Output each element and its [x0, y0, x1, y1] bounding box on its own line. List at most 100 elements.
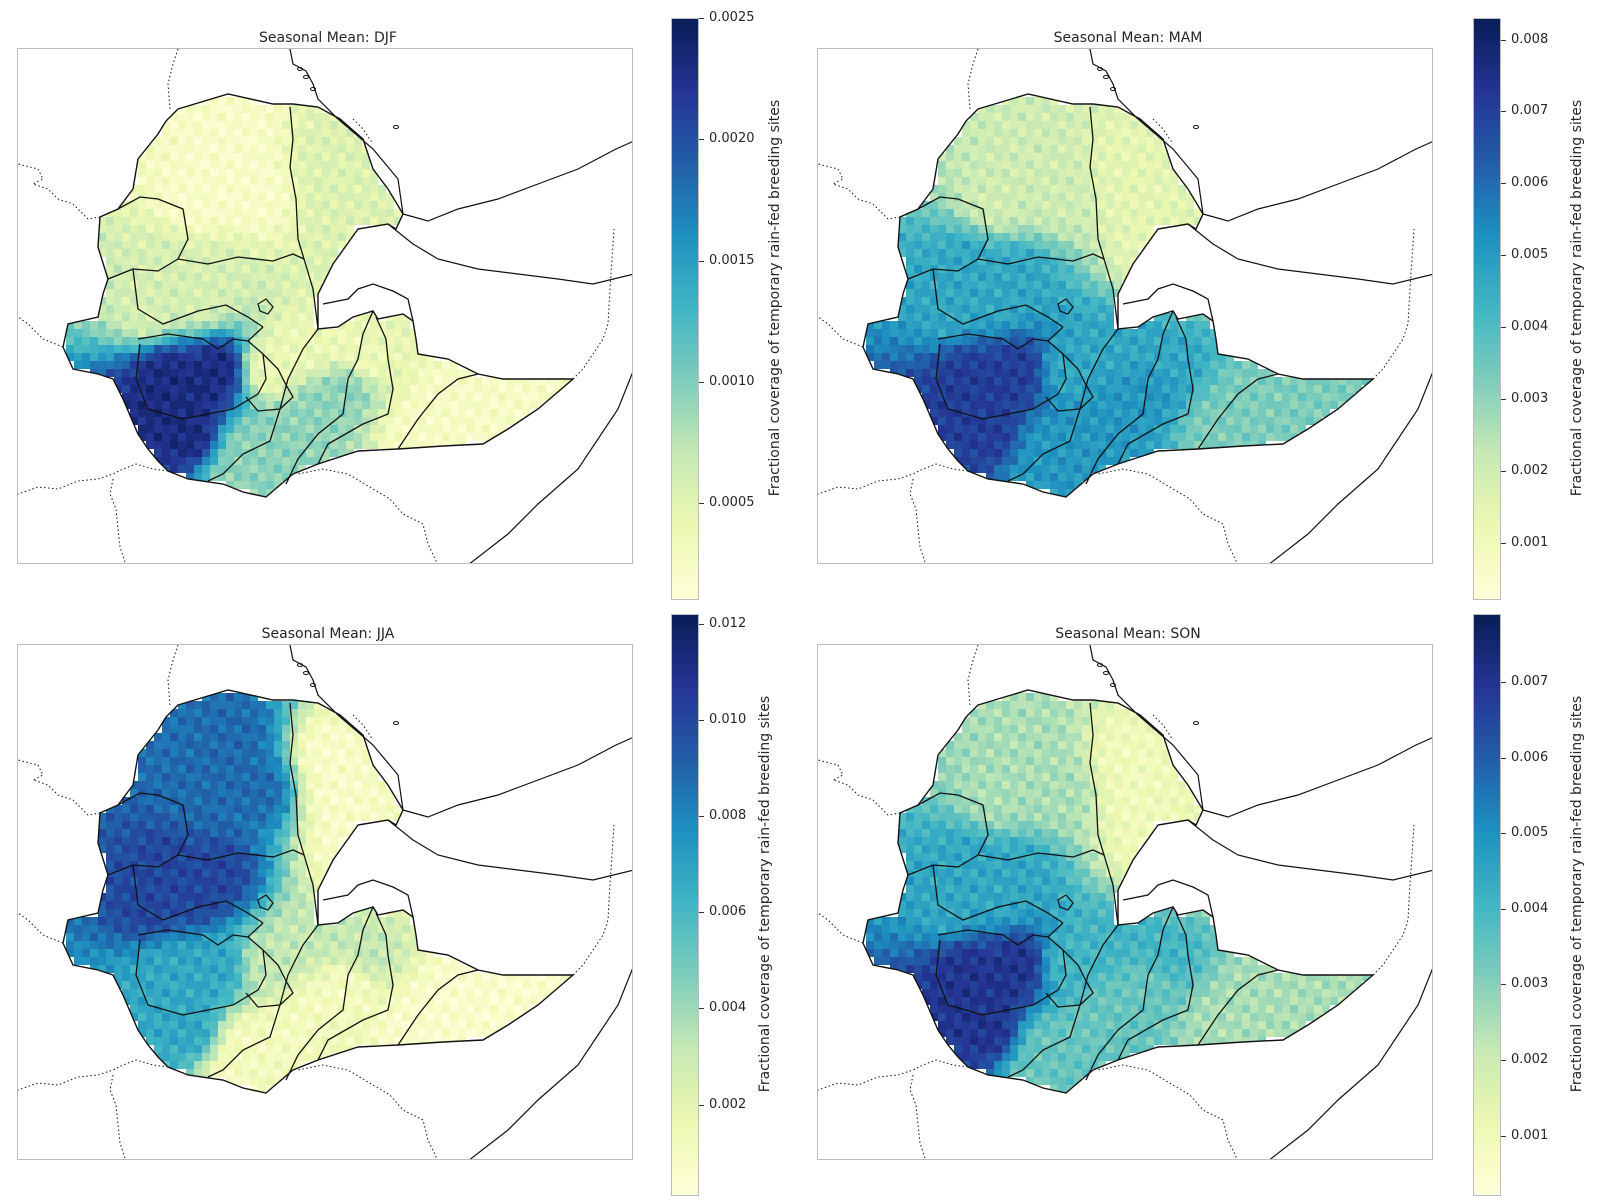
- raster-cell: [194, 177, 202, 185]
- raster-cell: [266, 225, 274, 233]
- raster-cell: [1066, 273, 1074, 281]
- raster-cell: [162, 1037, 170, 1045]
- raster-cell: [498, 1013, 506, 1021]
- raster-cell: [202, 765, 210, 773]
- raster-cell: [930, 393, 938, 401]
- raster-cell: [914, 361, 922, 369]
- raster-cell: [1018, 433, 1026, 441]
- raster-cell: [1178, 401, 1186, 409]
- raster-cell: [250, 1029, 258, 1037]
- raster-cell: [162, 209, 170, 217]
- raster-cell: [1250, 377, 1258, 385]
- raster-cell: [258, 225, 266, 233]
- raster-cell: [1066, 409, 1074, 417]
- raster-cell: [146, 837, 154, 845]
- raster-cell: [1122, 249, 1130, 257]
- raster-cell: [346, 441, 354, 449]
- raster-cell: [178, 1061, 186, 1069]
- raster-cell: [1298, 377, 1306, 385]
- raster-cell: [1114, 385, 1122, 393]
- raster-cell: [194, 1061, 202, 1069]
- raster-cell: [306, 725, 314, 733]
- raster-cell: [298, 337, 306, 345]
- raster-cell: [298, 797, 306, 805]
- raster-cell: [178, 225, 186, 233]
- raster-cell: [1266, 377, 1274, 385]
- raster-cell: [962, 297, 970, 305]
- raster-cell: [378, 933, 386, 941]
- raster-cell: [978, 105, 986, 113]
- raster-cell: [338, 409, 346, 417]
- raster-cell: [154, 1021, 162, 1029]
- raster-cell: [354, 209, 362, 217]
- raster-cell: [194, 257, 202, 265]
- raster-cell: [1170, 217, 1178, 225]
- raster-cell: [450, 401, 458, 409]
- raster-cell: [354, 797, 362, 805]
- raster-cell: [938, 249, 946, 257]
- raster-cell: [354, 1021, 362, 1029]
- raster-cell: [226, 949, 234, 957]
- raster-cell: [66, 329, 74, 337]
- raster-cell: [986, 377, 994, 385]
- raster-cell: [170, 997, 178, 1005]
- raster-cell: [226, 781, 234, 789]
- raster-cell: [170, 885, 178, 893]
- raster-cell: [162, 337, 170, 345]
- raster-cell: [114, 281, 122, 289]
- raster-cell: [218, 765, 226, 773]
- raster-cell: [1106, 129, 1114, 137]
- raster-cell: [898, 305, 906, 313]
- raster-cell: [122, 385, 130, 393]
- raster-cell: [170, 869, 178, 877]
- raster-cell: [178, 837, 186, 845]
- raster-cell: [1250, 401, 1258, 409]
- raster-cell: [378, 361, 386, 369]
- raster-cell: [1026, 473, 1034, 481]
- raster-cell: [1266, 417, 1274, 425]
- raster-cell: [434, 1037, 442, 1045]
- raster-cell: [162, 1005, 170, 1013]
- raster-cell: [346, 145, 354, 153]
- raster-cell: [1042, 281, 1050, 289]
- raster-cell: [282, 861, 290, 869]
- raster-cell: [1234, 433, 1242, 441]
- raster-cell: [1002, 177, 1010, 185]
- raster-cell: [1082, 377, 1090, 385]
- raster-cell: [186, 845, 194, 853]
- raster-cell: [330, 177, 338, 185]
- raster-cell: [138, 781, 146, 789]
- raster-cell: [154, 885, 162, 893]
- raster-cell: [1186, 329, 1194, 337]
- raster-cell: [250, 409, 258, 417]
- map-frame: [17, 48, 633, 564]
- raster-cell: [1330, 377, 1338, 385]
- raster-cell: [354, 313, 362, 321]
- raster-cell: [234, 217, 242, 225]
- raster-cell: [202, 1061, 210, 1069]
- raster-cell: [346, 981, 354, 989]
- raster-cell: [194, 305, 202, 313]
- raster-cell: [1106, 433, 1114, 441]
- raster-cell: [242, 361, 250, 369]
- raster-cell: [162, 217, 170, 225]
- raster-cell: [146, 393, 154, 401]
- raster-cell: [290, 249, 298, 257]
- raster-cell: [514, 989, 522, 997]
- raster-cell: [250, 917, 258, 925]
- raster-cell: [146, 241, 154, 249]
- raster-cell: [162, 1029, 170, 1037]
- raster-cell: [1194, 425, 1202, 433]
- raster-cell: [290, 1021, 298, 1029]
- raster-cell: [1106, 169, 1114, 177]
- raster-cell: [266, 885, 274, 893]
- raster-cell: [314, 193, 322, 201]
- raster-cell: [282, 757, 290, 765]
- raster-cell: [258, 885, 266, 893]
- raster-cell: [162, 957, 170, 965]
- raster-cell: [1298, 409, 1306, 417]
- raster-cell: [146, 169, 154, 177]
- raster-cell: [1010, 225, 1018, 233]
- raster-cell: [986, 369, 994, 377]
- raster-cell: [938, 297, 946, 305]
